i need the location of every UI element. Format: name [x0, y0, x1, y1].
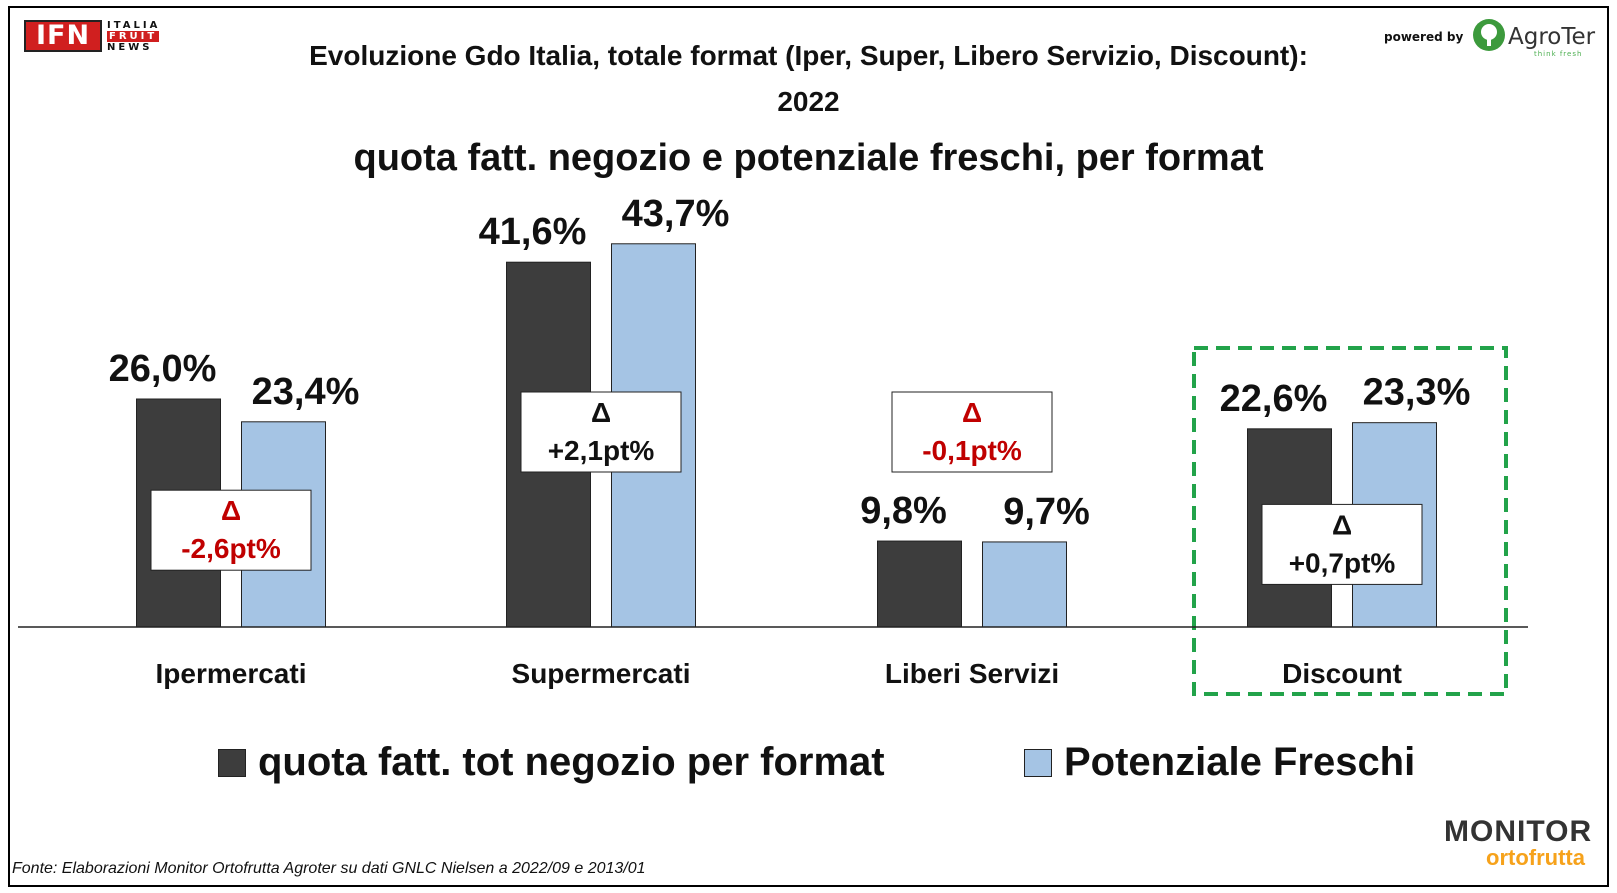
data-label: 22,6%: [1220, 378, 1328, 420]
delta-box: [1261, 503, 1423, 585]
monitor-logo-bottom: ortofrutta: [1486, 845, 1585, 870]
data-label: 41,6%: [479, 211, 587, 253]
legend-label-quota: quota fatt. tot negozio per format: [258, 740, 885, 784]
bar-quota: [877, 540, 962, 628]
delta-symbol: Δ: [1332, 509, 1352, 540]
delta-box: [891, 391, 1053, 473]
ifn-logo-line: ITALIA: [107, 20, 161, 31]
ifn-logo-mark: IFN: [24, 20, 102, 52]
delta-value: +0,7pt%: [1289, 547, 1396, 578]
delta-symbol: Δ: [221, 495, 241, 526]
category-label: Discount: [1282, 658, 1402, 689]
legend-item-freschi: Potenziale Freschi: [1024, 740, 1415, 785]
delta-value: -0,1pt%: [922, 435, 1022, 466]
legend-swatch-quota: [218, 748, 246, 777]
legend-swatch-freschi: [1024, 748, 1052, 777]
data-label: 43,7%: [622, 193, 730, 235]
agroter-logo-text: AgroTer: [1508, 24, 1596, 50]
legend-label-freschi: Potenziale Freschi: [1064, 740, 1416, 784]
agroter-logo: AgroTer think fresh: [1472, 16, 1602, 58]
highlight-box: [1192, 346, 1508, 696]
delta-box: [150, 489, 312, 571]
ifn-logo-line: NEWS: [107, 42, 153, 53]
powered-by-label: powered by: [1384, 30, 1464, 44]
tree-icon: [1473, 19, 1505, 51]
chart-subtitle: quota fatt. negozio e potenziale freschi…: [353, 137, 1264, 179]
monitor-logo-top: MONITOR: [1444, 815, 1593, 848]
agroter-logo-tagline: think fresh: [1534, 50, 1583, 58]
data-label: 9,8%: [860, 490, 947, 532]
legend-item-quota: quota fatt. tot negozio per format: [218, 740, 885, 785]
delta-box: [520, 391, 682, 473]
delta-symbol: Δ: [962, 397, 982, 428]
source-note: Fonte: Elaborazioni Monitor Ortofrutta A…: [12, 860, 646, 877]
data-label: 23,4%: [252, 371, 360, 413]
monitor-ortofrutta-logo: MONITOR ortofrutta: [1444, 815, 1604, 875]
delta-value: +2,1pt%: [548, 435, 655, 466]
category-label: Supermercati: [512, 658, 691, 689]
category-label: Ipermercati: [156, 658, 307, 689]
chart-title-line2: 2022: [777, 86, 840, 117]
delta-symbol: Δ: [591, 397, 611, 428]
ifn-logo: IFN ITALIA FRUIT NEWS: [24, 20, 164, 60]
data-label: 26,0%: [109, 348, 217, 390]
delta-value: -2,6pt%: [181, 533, 281, 564]
chart-legend: quota fatt. tot negozio per format Poten…: [218, 740, 1418, 786]
data-label: 9,7%: [1003, 491, 1090, 533]
chart-title: Evoluzione Gdo Italia, totale format (Ip…: [309, 40, 1308, 71]
ifn-logo-words: ITALIA FRUIT NEWS: [107, 20, 160, 53]
data-label: 23,3%: [1363, 372, 1471, 414]
ifn-logo-line: FRUIT: [107, 31, 160, 42]
category-label: Liberi Servizi: [885, 658, 1059, 689]
bar-freschi: [982, 541, 1067, 628]
